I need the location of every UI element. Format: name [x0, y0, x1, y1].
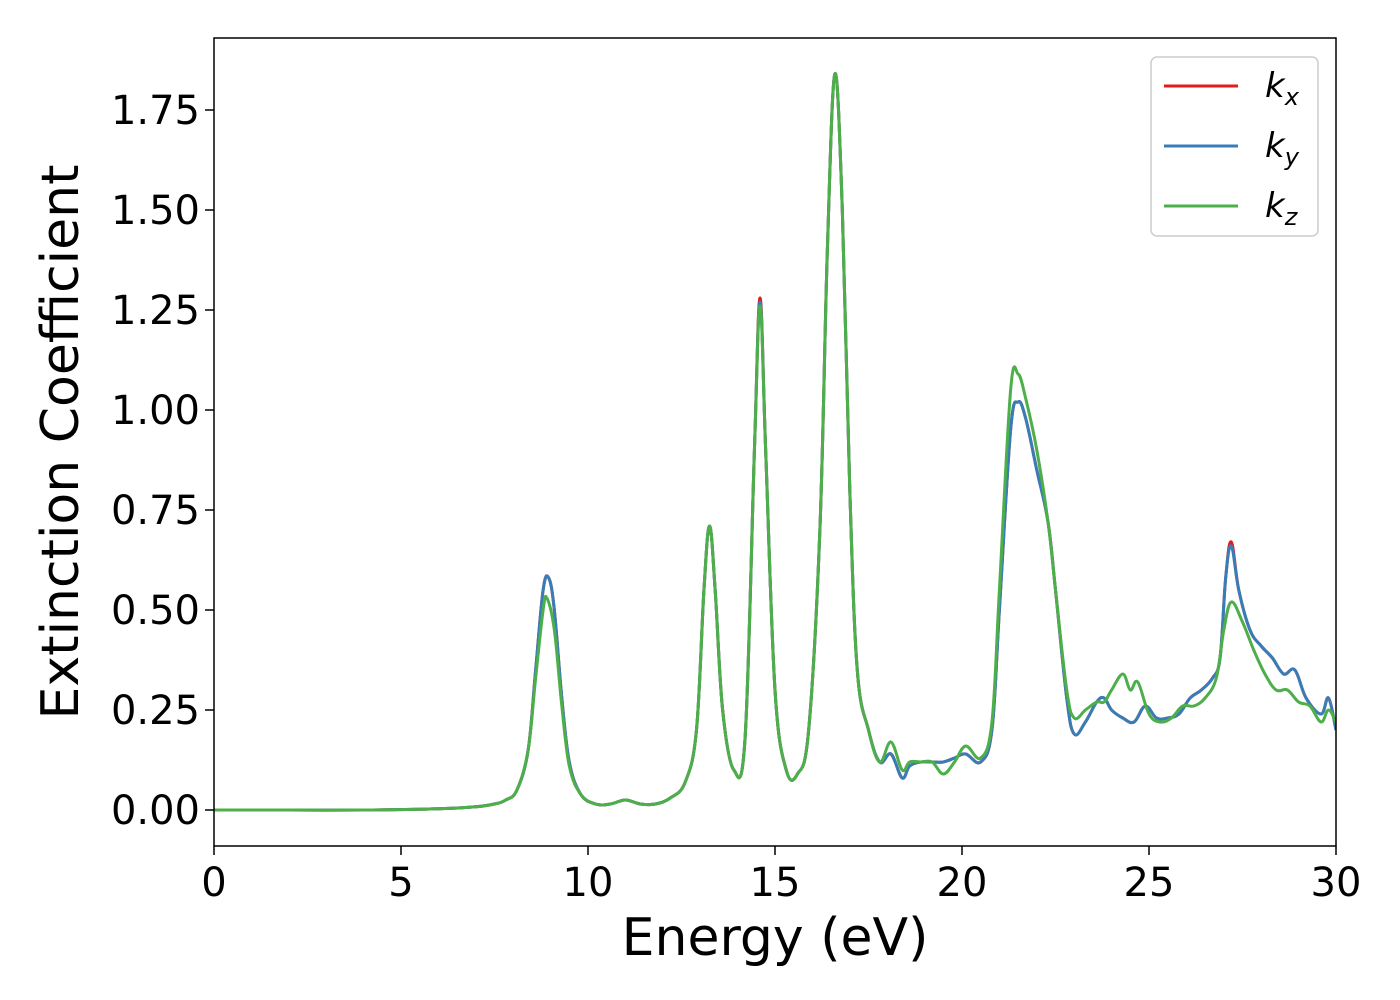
x-tick-label: 30	[1311, 860, 1362, 906]
x-tick-label: 5	[388, 860, 413, 906]
y-tick-label: 0.25	[111, 688, 200, 734]
series-layer	[214, 72, 1336, 812]
x-tick-label: 15	[750, 860, 801, 906]
y-axis: 0.00 0.25 0.50 0.75 1.00 1.25 1.50 1.75	[111, 88, 214, 834]
y-tick-label: 1.50	[111, 188, 200, 234]
x-tick-label: 10	[563, 860, 614, 906]
y-axis-title: Extinction Coefficient	[31, 165, 91, 720]
x-tick-label: 25	[1124, 860, 1175, 906]
x-axis-title: Energy (eV)	[622, 908, 929, 968]
legend-entry-z: kz	[1164, 186, 1299, 231]
legend-label: kx	[1265, 66, 1300, 111]
x-tick-label: 20	[937, 860, 988, 906]
y-tick-label: 1.00	[111, 388, 200, 434]
y-tick-label: 0.50	[111, 588, 200, 634]
legend: kx ky kz	[1150, 56, 1319, 237]
y-tick-label: 1.25	[111, 288, 200, 334]
legend-label: kz	[1265, 186, 1299, 231]
legend-label: ky	[1265, 126, 1300, 171]
y-tick-label: 1.75	[111, 88, 200, 134]
legend-entry-y: ky	[1164, 126, 1300, 171]
legend-entry-x: kx	[1164, 66, 1300, 111]
x-tick-label: 0	[201, 860, 226, 906]
series-line-z	[214, 72, 1336, 812]
x-axis: 0 5 10 15 20 25 30	[201, 846, 1361, 906]
y-tick-label: 0.75	[111, 488, 200, 534]
y-tick-label: 0.00	[111, 788, 200, 834]
